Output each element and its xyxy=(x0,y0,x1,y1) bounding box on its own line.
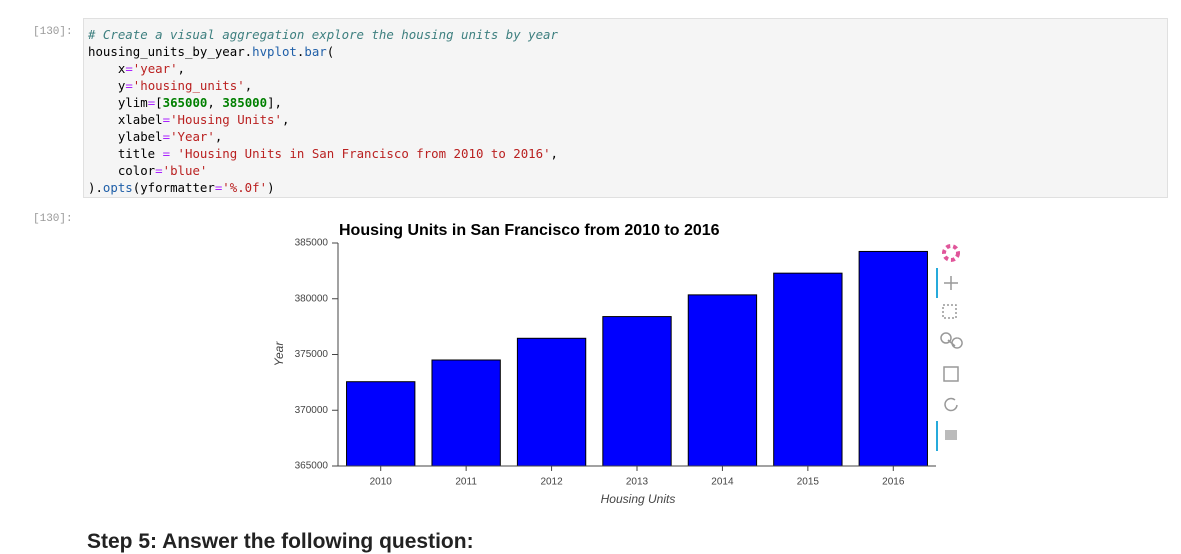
x-tick-label: 2015 xyxy=(797,477,820,488)
x-tick-label: 2014 xyxy=(711,477,734,488)
code-line: # Create a visual aggregation explore th… xyxy=(88,26,1163,43)
code-token: bar xyxy=(304,44,327,59)
code-token: , xyxy=(207,95,223,110)
code-token: = xyxy=(162,146,171,161)
code-token: . xyxy=(296,44,305,59)
x-tick-label: 2013 xyxy=(626,477,649,488)
input-prompt: [130]: xyxy=(33,26,73,38)
code-token: '%.0f' xyxy=(222,180,268,195)
chart-title: Housing Units in San Francisco from 2010… xyxy=(339,222,720,239)
code-token: [ xyxy=(155,95,163,110)
y-axis-label: Year xyxy=(272,341,286,367)
pan-tool[interactable] xyxy=(944,276,958,290)
bar xyxy=(516,337,587,467)
code-token: 365000 xyxy=(162,95,208,110)
code-line: title = 'Housing Units in San Francisco … xyxy=(88,145,1163,162)
code-token: 'year' xyxy=(132,61,178,76)
x-tick-label: 2012 xyxy=(540,477,563,488)
code-line: xlabel='Housing Units', xyxy=(88,111,1163,128)
code-token: = xyxy=(125,78,133,93)
code-token: = xyxy=(214,180,223,195)
section-heading: Step 5: Answer the following question: xyxy=(87,530,474,553)
code-line: x='year', xyxy=(88,60,1163,77)
box-zoom-tool[interactable] xyxy=(942,304,957,319)
code-line: ).opts(yformatter='%.0f') xyxy=(88,179,1163,196)
code-token: = xyxy=(162,112,171,127)
code-token: ylabel xyxy=(88,129,163,144)
y-tick-label: 365000 xyxy=(295,461,329,472)
code-line: ylabel='Year', xyxy=(88,128,1163,145)
code-cell[interactable]: # Create a visual aggregation explore th… xyxy=(83,18,1168,198)
code-token: color xyxy=(88,163,156,178)
code-token: housing_units_by_year. xyxy=(88,44,253,59)
reset-tool[interactable] xyxy=(944,397,958,412)
x-tick-label: 2010 xyxy=(370,477,393,488)
code-token: ylim xyxy=(88,95,148,110)
bar xyxy=(773,272,843,467)
code-token: opts xyxy=(102,180,133,195)
x-tick-label: 2016 xyxy=(882,477,905,488)
code-token: x xyxy=(88,61,126,76)
code-token: (yformatter xyxy=(132,180,215,195)
output-prompt: [130]: xyxy=(33,213,73,225)
code-token: 'Housing Units in San Francisco from 201… xyxy=(177,146,551,161)
y-tick-label: 380000 xyxy=(295,293,329,304)
code-token: # Create a visual aggregation explore th… xyxy=(88,27,558,42)
bar xyxy=(687,294,758,467)
bar xyxy=(431,359,501,467)
x-axis-label: Housing Units xyxy=(601,492,676,506)
x-tick-label: 2011 xyxy=(455,477,477,488)
code-token: xlabel xyxy=(88,112,163,127)
code-token: = xyxy=(155,163,163,178)
code-line: y='housing_units', xyxy=(88,77,1163,94)
code-token: ) xyxy=(267,180,275,195)
bokeh-logo[interactable] xyxy=(942,244,960,262)
code-token xyxy=(170,146,177,161)
code-line: ylim=[365000, 385000], xyxy=(88,94,1163,111)
bar xyxy=(346,381,416,467)
code-token: = xyxy=(147,95,156,110)
code-token: hvplot xyxy=(252,44,297,59)
code-token: 'blue' xyxy=(162,163,208,178)
code-token: , xyxy=(177,61,186,76)
bar xyxy=(858,250,928,467)
chart: Housing Units in San Francisco from 2010… xyxy=(272,222,963,506)
code-token: = xyxy=(162,129,171,144)
save-tool[interactable] xyxy=(943,366,959,382)
hover-tool[interactable] xyxy=(945,430,957,440)
code-token: = xyxy=(125,61,133,76)
code-token: 385000 xyxy=(222,95,268,110)
code-token: ). xyxy=(88,180,103,195)
wheel-zoom-tool[interactable] xyxy=(940,332,963,349)
y-tick-label: 375000 xyxy=(295,349,329,360)
code-token: , xyxy=(244,78,253,93)
bar xyxy=(602,316,672,467)
code-token: , xyxy=(281,112,290,127)
code-token: ( xyxy=(326,44,335,59)
code-token: , xyxy=(214,129,223,144)
y-tick-label: 385000 xyxy=(295,238,329,249)
toolbar xyxy=(936,244,963,451)
code-token: 'Housing Units' xyxy=(170,112,282,127)
code-token: y xyxy=(88,78,126,93)
code-token: 'housing_units' xyxy=(132,78,245,93)
code-token: ], xyxy=(267,95,282,110)
code-token: title xyxy=(88,146,163,161)
code-token: , xyxy=(550,146,559,161)
code-line: color='blue' xyxy=(88,162,1163,179)
code-token: 'Year' xyxy=(170,129,215,144)
y-tick-label: 370000 xyxy=(295,405,329,416)
code-line: housing_units_by_year.hvplot.bar( xyxy=(88,43,1163,60)
